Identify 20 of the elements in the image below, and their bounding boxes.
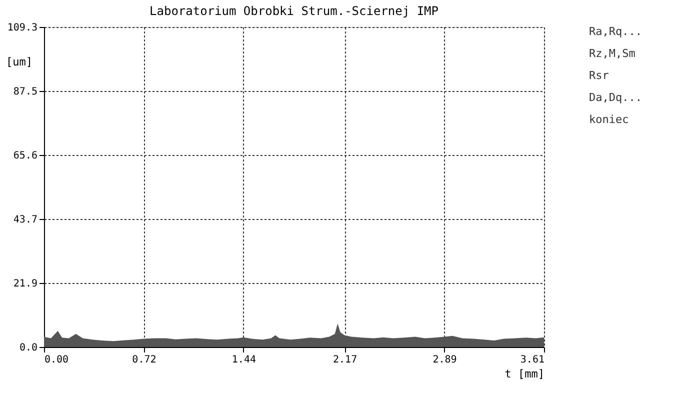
x-tick-label: 2.89 [432,354,457,366]
y-tick-label: 65.6 [13,150,38,162]
x-tick-label: 0.72 [132,354,156,366]
text: Da,Dq... [589,91,642,104]
x-tick-label: 1.44 [232,354,256,366]
text: Ra,Rq... [589,25,642,38]
text: Rz,M,Sm [589,47,636,60]
y-tick-label: 109.3 [7,22,38,34]
chart-title: Laboratorium Obrobki Strum.-Sciernej IMP [150,4,438,18]
x-tick-label: 3.61 [520,354,544,366]
text: koniec [589,113,629,126]
x-tick-label: 0.00 [44,354,69,366]
text: Rsr [589,69,610,82]
y-axis-title: [um] [6,56,32,68]
x-tick-label: 2.17 [333,354,358,366]
y-tick-label: 87.5 [13,86,38,98]
x-axis-title: t [mm] [504,368,544,380]
y-tick-label: 21.9 [13,278,38,290]
y-tick-label: 0.0 [19,342,38,354]
y-tick-label: 43.7 [13,214,38,226]
